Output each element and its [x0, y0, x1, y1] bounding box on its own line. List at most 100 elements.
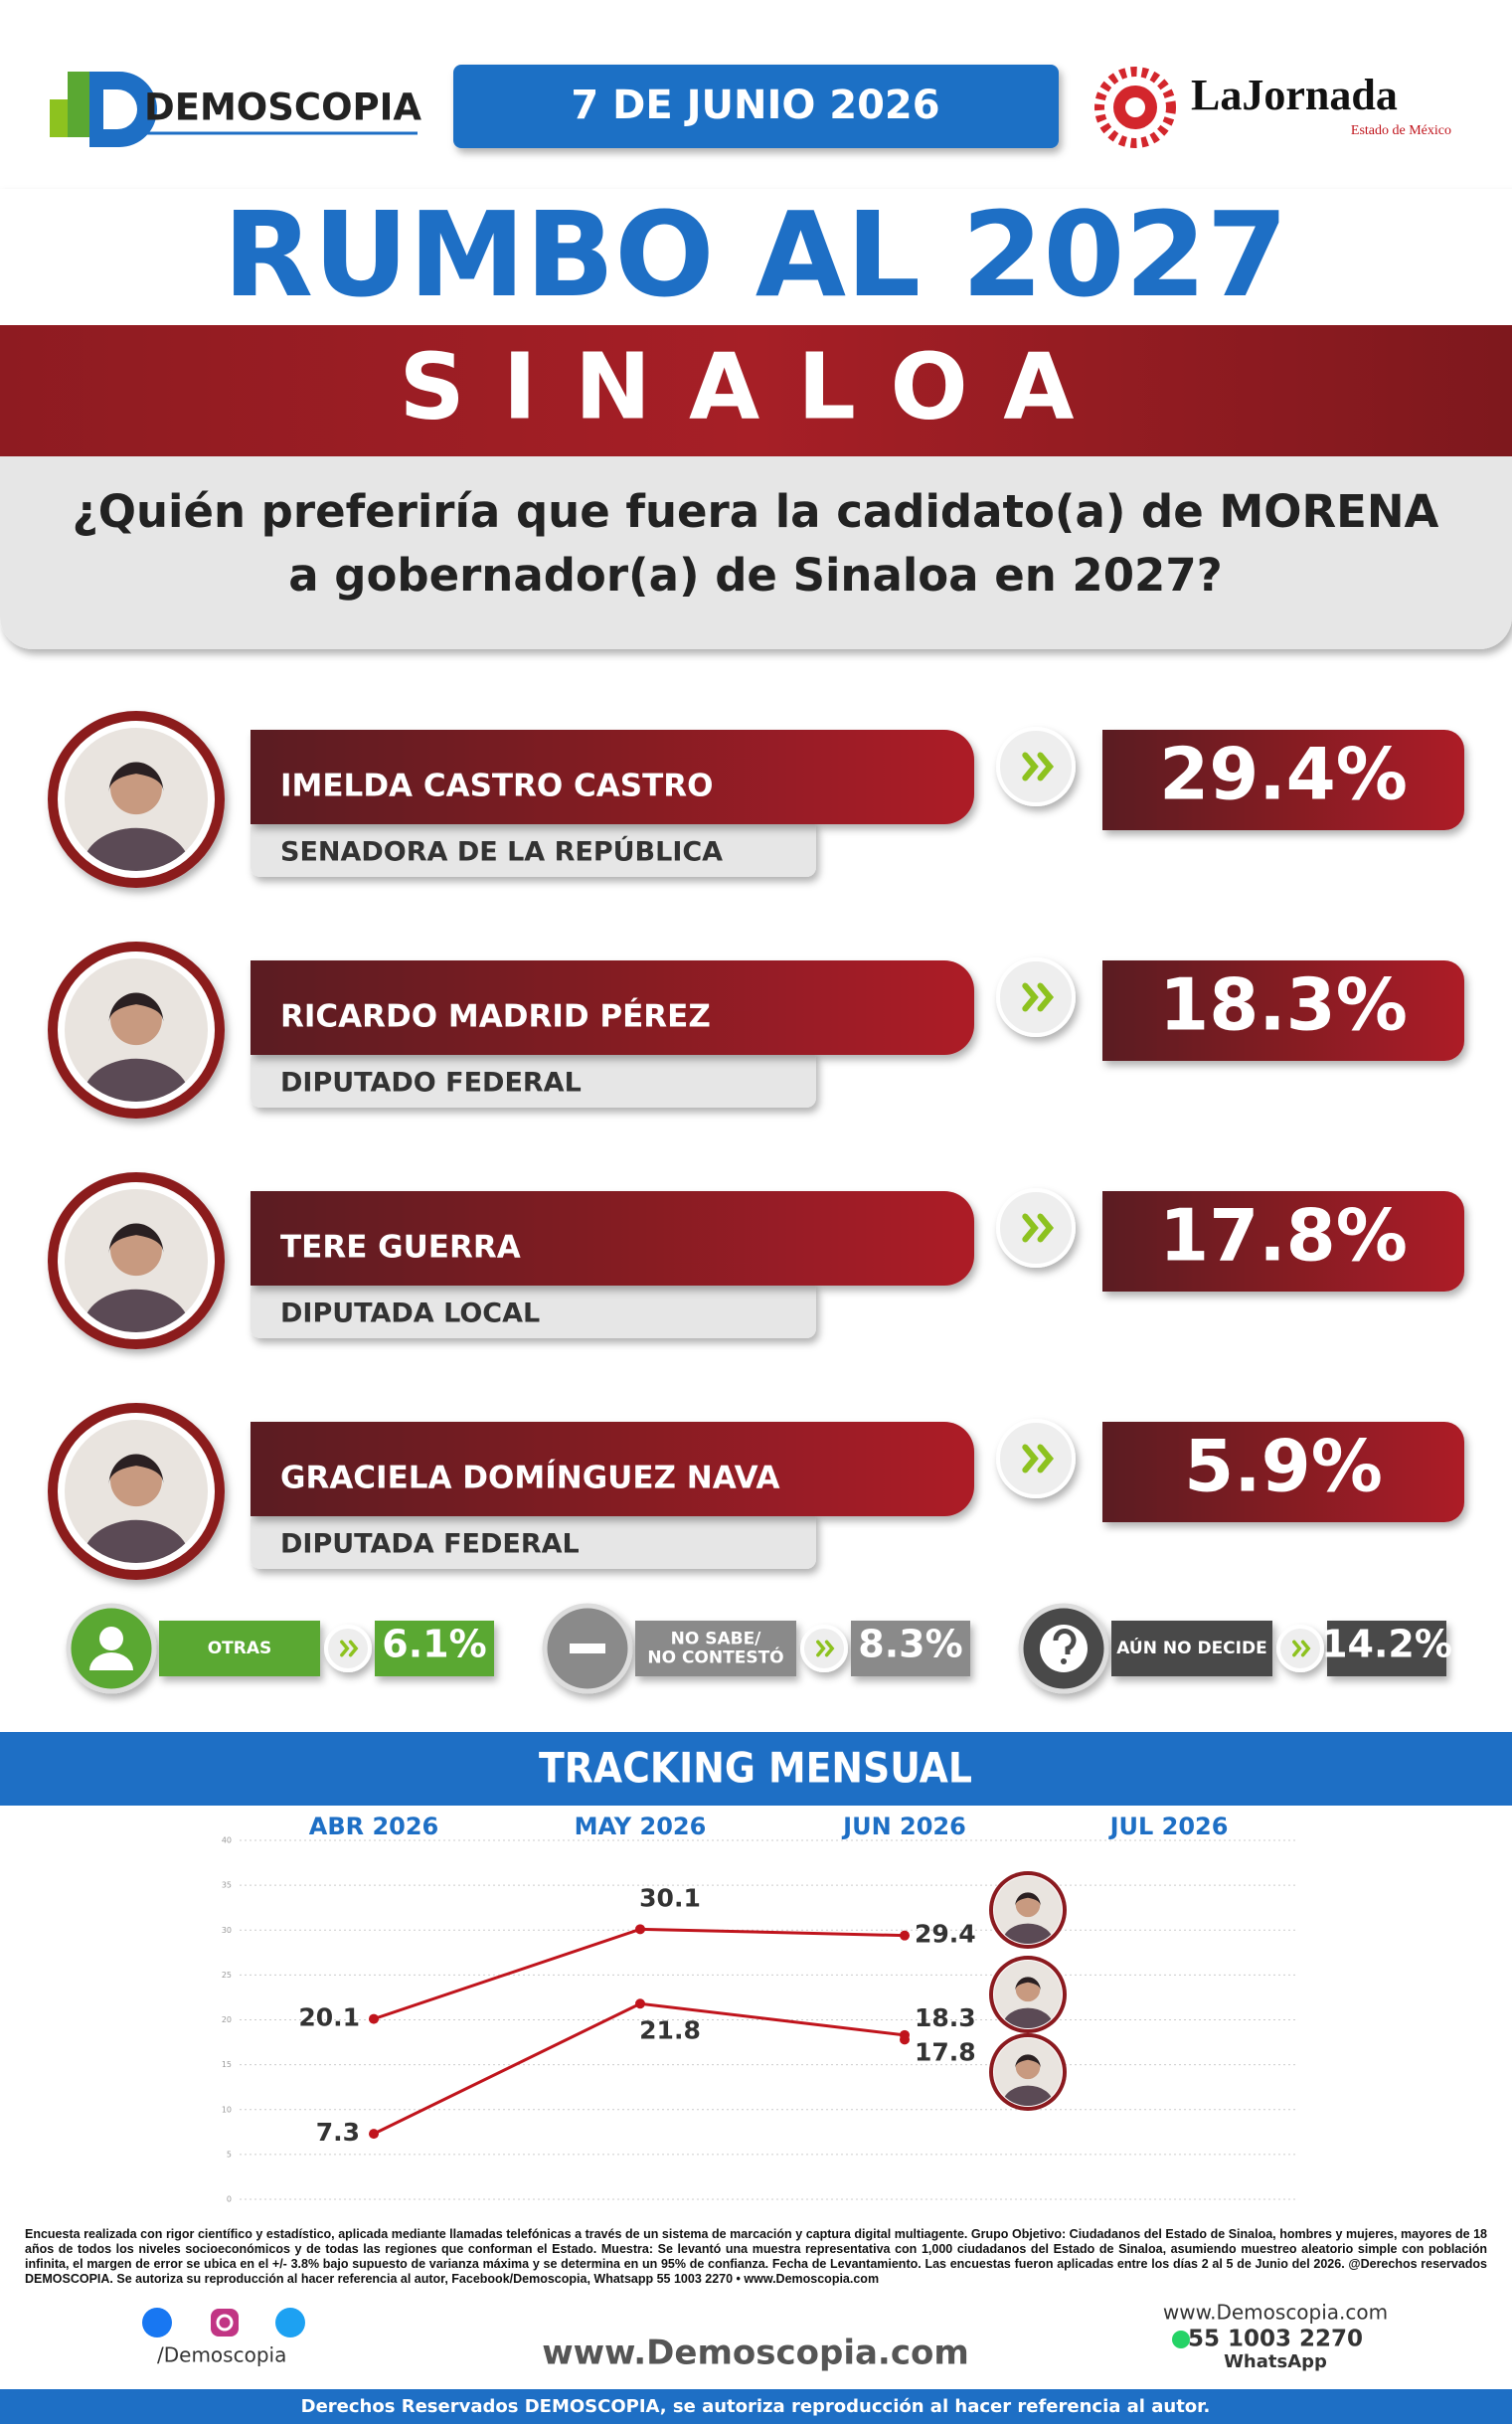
icon-q [1040, 1625, 1088, 1672]
name-bar [251, 1422, 974, 1516]
candidate-role: DIPUTADO FEDERAL [280, 1068, 582, 1099]
candidate-role: SENADORA DE LA REPÚBLICA [280, 836, 723, 868]
question-panel [0, 456, 1512, 649]
icon-q-dot [1061, 1658, 1067, 1664]
candidate-percent: 18.3% [1159, 963, 1408, 1047]
arrow [1022, 752, 1039, 781]
arrow [340, 1640, 350, 1657]
other-label: OTRAS [208, 1639, 272, 1658]
arrow [1022, 1444, 1039, 1473]
footnote-box: Encuesta realizada con rigor científico … [25, 2227, 1487, 2286]
photo-body [83, 1289, 190, 1332]
photo-hair [1015, 1892, 1041, 1907]
photo [994, 2038, 1062, 2106]
other-percent: 6.1% [382, 1623, 486, 1666]
role-bar [251, 819, 816, 877]
title: RUMBO AL 2027 [223, 186, 1287, 323]
candidate-name: RICARDO MADRID PÉREZ [280, 999, 711, 1035]
data-label: 30.1 [639, 1883, 701, 1912]
partner-sub: Estado de México [1351, 123, 1451, 138]
whatsapp-icon [1172, 2331, 1190, 2348]
name-bar [251, 730, 974, 824]
arrow [1292, 1640, 1302, 1657]
candidate-name: GRACIELA DOMÍNGUEZ NAVA [280, 1461, 780, 1496]
other-percent-box [851, 1621, 970, 1676]
legend-photo [994, 2038, 1062, 2106]
footnote: Encuesta realizada con rigor científico … [25, 2227, 1487, 2286]
candidate-percent: 17.8% [1159, 1194, 1408, 1278]
photo-body [1002, 2007, 1054, 2028]
role-bar [251, 1050, 816, 1108]
photo [994, 1876, 1062, 1944]
candidate-name: IMELDA CASTRO CASTRO [280, 769, 714, 804]
photo-hair [108, 762, 164, 792]
rights-band [0, 2389, 1512, 2424]
candidate-role: DIPUTADA LOCAL [280, 1299, 540, 1329]
photo-body [83, 827, 190, 871]
candidate-percent: 29.4% [1159, 733, 1408, 816]
icon-head [99, 1627, 123, 1650]
other-label: NO CONTESTÓ [647, 1646, 783, 1668]
photo-body [83, 1519, 190, 1563]
data-point [900, 1930, 910, 1941]
photo-hair [1015, 2054, 1041, 2069]
y-tick-label: 35 [222, 1881, 232, 1890]
date-box [453, 65, 1059, 148]
photo-hair [1015, 1977, 1041, 1991]
candidate-name: TERE GUERRA [280, 1230, 521, 1266]
name-bar [251, 1191, 974, 1286]
other-label-box [1111, 1621, 1272, 1676]
subtitle: SINALOA [400, 333, 1112, 439]
photo-hair [108, 992, 164, 1023]
arrow [1037, 982, 1055, 1012]
photo-body [1002, 1923, 1054, 1944]
question-line: a gobernador(a) de Sinaloa en 2027? [288, 549, 1223, 602]
photo-frame [65, 1420, 208, 1563]
partner-logo: LaJornada Estado de México [1094, 67, 1451, 148]
whatsapp: WhatsApp [1224, 2351, 1327, 2372]
y-tick-label: 40 [222, 1836, 232, 1845]
other-label: AÚN NO DECIDE [1116, 1637, 1266, 1658]
photo-frame [65, 1189, 208, 1332]
y-tick-label: 30 [222, 1926, 232, 1935]
percent-box [1102, 1191, 1464, 1292]
icon-body [89, 1652, 133, 1670]
arrow [1037, 752, 1055, 781]
photo-frame [65, 958, 208, 1102]
website: www.Demoscopia.com [542, 2334, 969, 2373]
icon-q-mark [1053, 1629, 1077, 1654]
y-tick-label: 0 [227, 2195, 232, 2204]
data-point [900, 2034, 910, 2045]
candidate-percent: 5.9% [1184, 1425, 1383, 1508]
photo [994, 1961, 1062, 2028]
candidate: TERE GUERRA DIPUTADA LOCAL 17.8% [48, 1172, 1464, 1349]
arrow [1300, 1640, 1311, 1657]
data-label: 20.1 [298, 2003, 360, 2032]
role-bar [251, 1511, 816, 1569]
candidate: IMELDA CASTRO CASTRO SENADORA DE LA REPÚB… [48, 711, 1464, 888]
y-tick-label: 15 [222, 2060, 232, 2069]
other-percent-box [1327, 1621, 1446, 1676]
other-percent-box [375, 1621, 494, 1676]
percent-box [1102, 960, 1464, 1061]
other-percent: 8.3% [858, 1623, 962, 1666]
data-point [369, 2129, 379, 2140]
x-tick-label: JUL 2026 [1108, 1813, 1229, 1840]
data-point [635, 1998, 645, 2009]
tracking-band [0, 1732, 1512, 1806]
photo-body [1002, 2085, 1054, 2106]
other-label-box [159, 1621, 320, 1676]
photo-hair [108, 1454, 164, 1484]
name-bar [251, 960, 974, 1055]
other-item: OTRAS 6.1% [66, 1603, 494, 1694]
legend-photo [994, 1961, 1062, 2028]
y-tick-label: 25 [222, 1971, 232, 1980]
icon-minus [570, 1644, 605, 1653]
photo [65, 1420, 208, 1563]
subtitle-band [0, 325, 1512, 456]
arrow [1022, 1213, 1039, 1243]
x-tick-label: MAY 2026 [575, 1813, 707, 1840]
x-tick-label: JUN 2026 [841, 1813, 966, 1840]
